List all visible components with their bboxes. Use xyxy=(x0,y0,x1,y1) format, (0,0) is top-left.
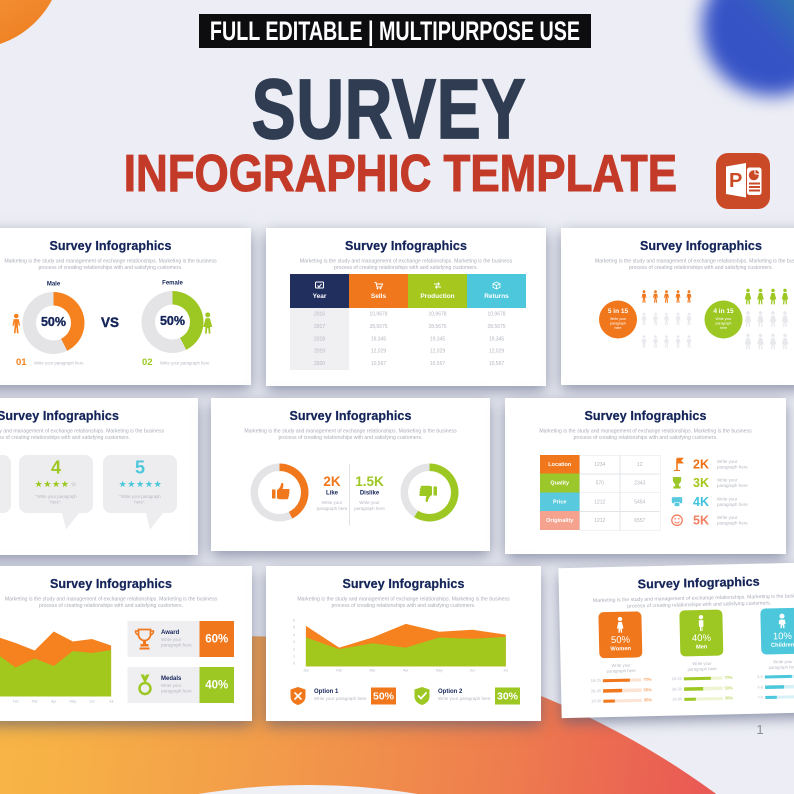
svg-text:P: P xyxy=(729,170,742,192)
